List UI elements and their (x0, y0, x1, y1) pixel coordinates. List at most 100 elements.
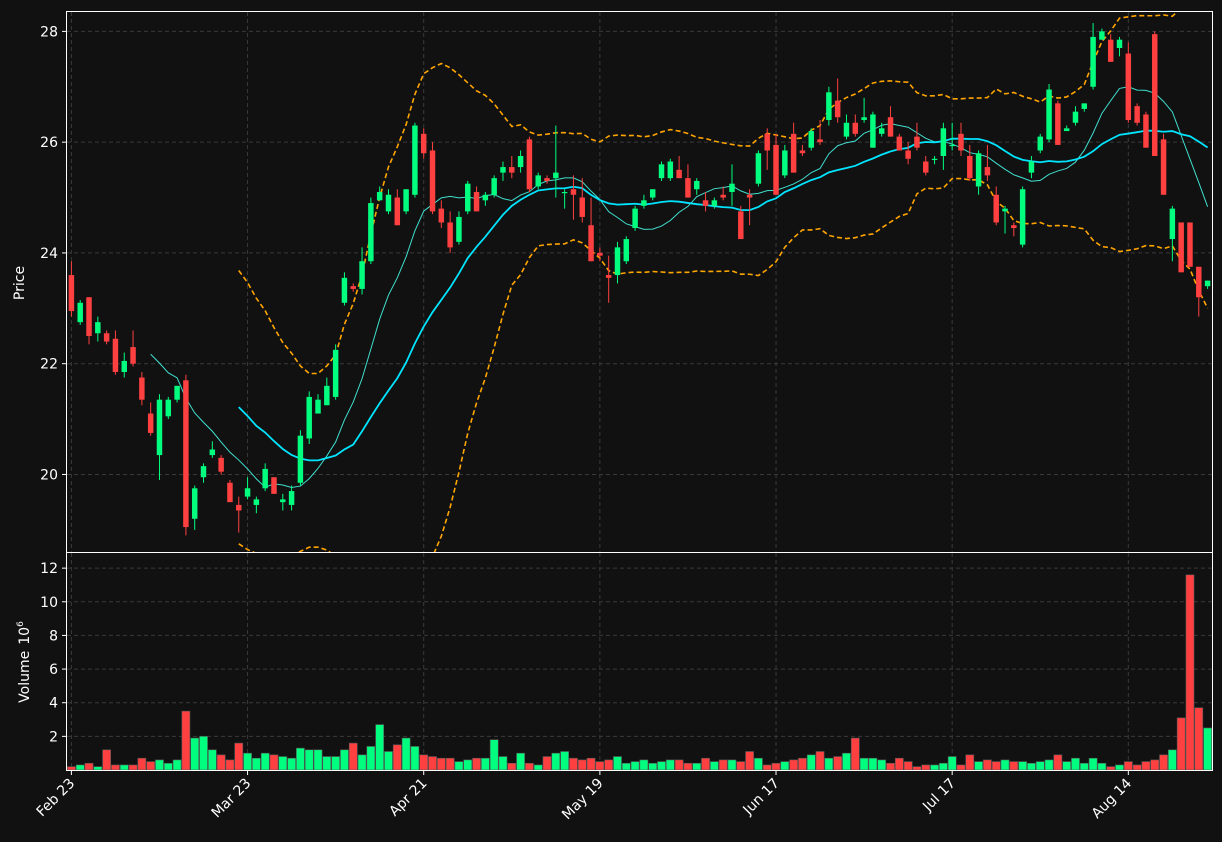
volume-bar (842, 752, 851, 770)
candle-body (1204, 280, 1211, 287)
candle-body (887, 117, 894, 137)
candle-body (896, 136, 903, 151)
candle-body (773, 144, 779, 195)
candle-body (1107, 39, 1114, 62)
volume-bar (190, 737, 200, 770)
volume-bar (340, 749, 349, 770)
volume-bar (859, 757, 869, 770)
candle-body (1178, 222, 1184, 273)
volume-bar (128, 764, 138, 770)
candle-body (147, 413, 154, 433)
candle-body (491, 178, 497, 195)
volume-bar (736, 761, 746, 770)
candle-body (95, 322, 101, 334)
candle-body (843, 122, 850, 137)
volume-bar (780, 761, 790, 770)
candle-body (112, 338, 119, 372)
volume-bar (216, 754, 226, 770)
volume-bar (348, 742, 358, 770)
volume-tick-label: 2 (49, 729, 58, 745)
candle-body (685, 178, 691, 198)
volume-bar (119, 764, 129, 770)
candle-body (1125, 53, 1132, 120)
candle-body (931, 158, 938, 160)
candle-body (200, 466, 207, 478)
candle-body (658, 164, 665, 179)
volume-axis-exponent: 6 (16, 621, 26, 627)
candle-body (1055, 103, 1061, 145)
candle-body (280, 499, 286, 503)
volume-bar (1168, 749, 1177, 770)
candle-body (588, 225, 594, 262)
volume-bar (155, 759, 164, 770)
candle-body (174, 385, 180, 400)
volume-bar (392, 744, 402, 770)
candle-body (1090, 36, 1096, 87)
volume-tick-label: 6 (49, 662, 58, 678)
volume-bar (533, 764, 543, 770)
volume-bar (207, 749, 217, 770)
volume-bar (1106, 766, 1116, 770)
volume-bar (542, 756, 552, 770)
candle-body (579, 197, 585, 217)
volume-bar (1176, 717, 1186, 770)
candle-body (834, 100, 841, 118)
volume-bar (234, 742, 244, 770)
candle-body (288, 491, 295, 505)
candle-body (103, 333, 110, 342)
svg-text:Volume106: Volume106 (16, 621, 33, 703)
volume-bar (595, 761, 605, 770)
volume-bar (1150, 759, 1160, 770)
price-tick-label: 22 (40, 357, 58, 373)
volume-bar (296, 747, 305, 770)
candle-body (923, 161, 929, 173)
candle-body (799, 150, 806, 154)
candle-body (218, 457, 224, 472)
candle-body (306, 396, 312, 439)
volume-bar (111, 764, 120, 770)
volume-bar (789, 759, 798, 770)
volume-bar (824, 757, 834, 770)
candle-body (315, 399, 321, 414)
candle-body (1046, 89, 1052, 140)
volume-bar (665, 759, 675, 770)
volume-tick-label: 10 (40, 595, 58, 611)
volume-bar (806, 754, 816, 770)
candle-body (236, 504, 242, 511)
volume-bar (225, 759, 235, 770)
volume-bar (1203, 727, 1212, 770)
volume-bar (551, 752, 561, 770)
candle-body (1037, 136, 1043, 151)
candle-body (438, 208, 445, 223)
volume-bar (1053, 754, 1063, 770)
volume-bar (146, 761, 156, 770)
volume-bar (1132, 764, 1142, 770)
volume-bar (939, 762, 948, 770)
candle-body (861, 117, 867, 120)
candle-body (253, 499, 260, 505)
volume-bar (983, 759, 992, 770)
candle-body (694, 180, 700, 190)
volume-bar (67, 766, 76, 770)
volume-bar (489, 739, 499, 770)
candle-body (359, 261, 365, 289)
volume-bar (727, 759, 737, 770)
volume-bar (762, 764, 772, 770)
candle-body (1143, 114, 1149, 148)
volume-bar (287, 757, 296, 770)
volume-bar (1123, 761, 1133, 770)
volume-bar (75, 764, 85, 770)
volume-bar (683, 762, 693, 770)
volume-bar (771, 762, 781, 770)
candle-body (570, 189, 577, 195)
volume-bar (1097, 762, 1107, 770)
candle-body (949, 144, 955, 147)
candle-body (1116, 39, 1123, 48)
slow-moving-average-line (238, 129, 1209, 462)
volume-bar (1018, 761, 1027, 770)
candle-body (790, 133, 797, 173)
candle-body (130, 347, 136, 364)
volume-axis-label: Volume106 (16, 621, 33, 703)
candle-body (914, 136, 920, 148)
candle-body (755, 153, 762, 184)
